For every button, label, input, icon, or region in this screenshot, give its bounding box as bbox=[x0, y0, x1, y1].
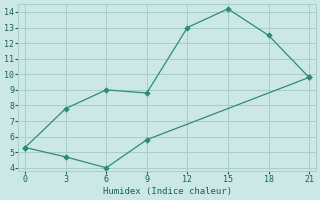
X-axis label: Humidex (Indice chaleur): Humidex (Indice chaleur) bbox=[103, 187, 232, 196]
